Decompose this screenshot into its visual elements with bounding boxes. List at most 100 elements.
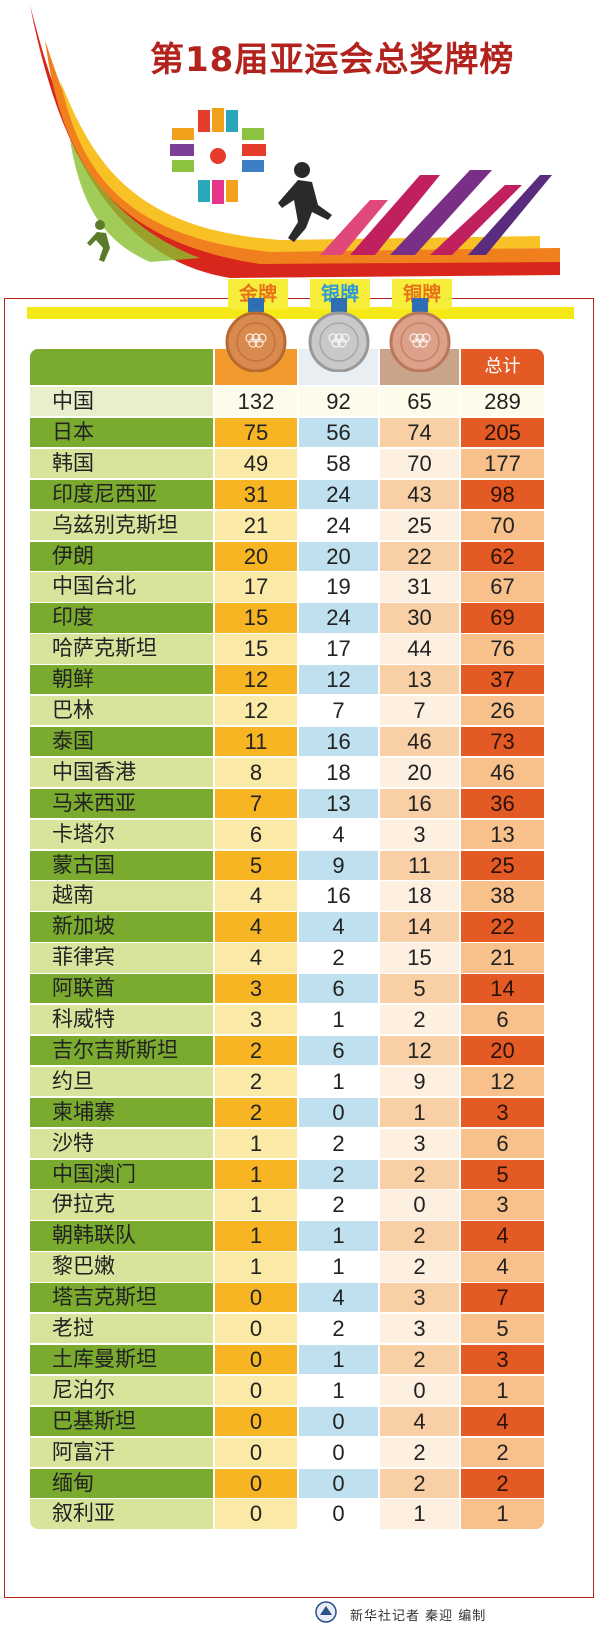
silver-count: 1 — [299, 1005, 378, 1035]
silver-count: 24 — [299, 479, 378, 510]
silver-count: 7 — [299, 696, 378, 726]
silver-count: 0 — [299, 1468, 378, 1498]
gold-count: 0 — [215, 1314, 297, 1344]
bronze-count: 43 — [380, 479, 459, 510]
country-name: 印度尼西亚 — [30, 479, 213, 510]
silver-count: 20 — [299, 541, 378, 571]
country-name: 朝韩联队 — [30, 1221, 213, 1251]
total-count: 3 — [461, 1344, 544, 1375]
country-name: 吉尔吉斯斯坦 — [30, 1035, 213, 1066]
total-count: 25 — [461, 850, 544, 880]
streak-4 — [468, 175, 552, 255]
header-art — [30, 5, 560, 278]
total-count: 21 — [461, 943, 544, 973]
country-name: 阿富汗 — [30, 1437, 213, 1467]
silver-medal-icon — [308, 298, 370, 372]
total-count: 205 — [461, 417, 544, 448]
gold-count: 0 — [215, 1468, 297, 1498]
total-count: 73 — [461, 726, 544, 757]
total-count: 2 — [461, 1437, 544, 1467]
runner-small-icon — [87, 220, 110, 262]
bronze-count: 5 — [380, 974, 459, 1004]
silver-count: 4 — [299, 1283, 378, 1313]
gold-count: 20 — [215, 541, 297, 571]
silver-count: 16 — [299, 726, 378, 757]
silver-count: 0 — [299, 1097, 378, 1128]
bronze-count: 70 — [380, 448, 459, 479]
gold-count: 4 — [215, 912, 297, 942]
bronze-count: 1 — [380, 1499, 459, 1529]
country-name: 土库曼斯坦 — [30, 1344, 213, 1375]
gold-count: 0 — [215, 1499, 297, 1529]
total-count: 13 — [461, 819, 544, 849]
total-count: 98 — [461, 479, 544, 510]
total-count: 3 — [461, 1190, 544, 1220]
country-name: 菲律宾 — [30, 943, 213, 973]
bronze-count: 44 — [380, 634, 459, 664]
gold-count: 75 — [215, 417, 297, 448]
gold-count: 4 — [215, 881, 297, 911]
streak-3 — [430, 185, 522, 255]
total-count: 4 — [461, 1221, 544, 1251]
country-name: 乌兹别克斯坦 — [30, 510, 213, 540]
gold-count: 132 — [215, 387, 297, 417]
total-count: 4 — [461, 1252, 544, 1282]
total-count: 1 — [461, 1499, 544, 1529]
total-count: 6 — [461, 1005, 544, 1035]
bronze-count: 1 — [380, 1097, 459, 1128]
silver-count: 6 — [299, 974, 378, 1004]
bronze-count: 20 — [380, 757, 459, 788]
gold-count: 2 — [215, 1097, 297, 1128]
gold-count: 0 — [215, 1283, 297, 1313]
bronze-count: 0 — [380, 1375, 459, 1406]
gold-count: 7 — [215, 788, 297, 819]
gold-count: 1 — [215, 1128, 297, 1158]
bronze-count: 4 — [380, 1406, 459, 1437]
silver-count: 58 — [299, 448, 378, 479]
bronze-count: 16 — [380, 788, 459, 819]
country-name: 尼泊尔 — [30, 1375, 213, 1406]
gold-count: 1 — [215, 1221, 297, 1251]
gold-count: 0 — [215, 1344, 297, 1375]
gold-count: 15 — [215, 634, 297, 664]
silver-count: 12 — [299, 665, 378, 695]
bronze-count: 65 — [380, 387, 459, 417]
gold-count: 11 — [215, 726, 297, 757]
gold-count: 49 — [215, 448, 297, 479]
total-count: 12 — [461, 1066, 544, 1097]
total-count: 69 — [461, 603, 544, 633]
silver-count: 24 — [299, 510, 378, 540]
silver-count: 1 — [299, 1375, 378, 1406]
silver-count: 2 — [299, 1159, 378, 1189]
silver-count: 1 — [299, 1066, 378, 1097]
bronze-count: 46 — [380, 726, 459, 757]
gold-count: 12 — [215, 696, 297, 726]
asian-games-emblem-icon — [170, 108, 266, 204]
bronze-count: 3 — [380, 1283, 459, 1313]
bronze-count: 2 — [380, 1159, 459, 1189]
gold-count: 4 — [215, 943, 297, 973]
silver-count: 0 — [299, 1437, 378, 1467]
bronze-count: 30 — [380, 603, 459, 633]
total-count: 46 — [461, 757, 544, 788]
total-count: 14 — [461, 974, 544, 1004]
gold-medal-icon — [225, 298, 287, 372]
country-name: 中国 — [30, 387, 213, 417]
gold-count: 15 — [215, 603, 297, 633]
silver-count: 1 — [299, 1252, 378, 1282]
gold-count: 1 — [215, 1252, 297, 1282]
silver-count: 56 — [299, 417, 378, 448]
total-count: 1 — [461, 1375, 544, 1406]
xinhua-logo-icon — [314, 1600, 338, 1628]
bronze-count: 14 — [380, 912, 459, 942]
gold-count: 0 — [215, 1437, 297, 1467]
header-country-cell — [30, 349, 213, 385]
country-name: 越南 — [30, 881, 213, 911]
country-name: 韩国 — [30, 448, 213, 479]
bronze-count: 9 — [380, 1066, 459, 1097]
total-count: 289 — [461, 387, 544, 417]
country-name: 蒙古国 — [30, 850, 213, 880]
gold-count: 17 — [215, 572, 297, 602]
bronze-medal-icon — [389, 298, 451, 372]
